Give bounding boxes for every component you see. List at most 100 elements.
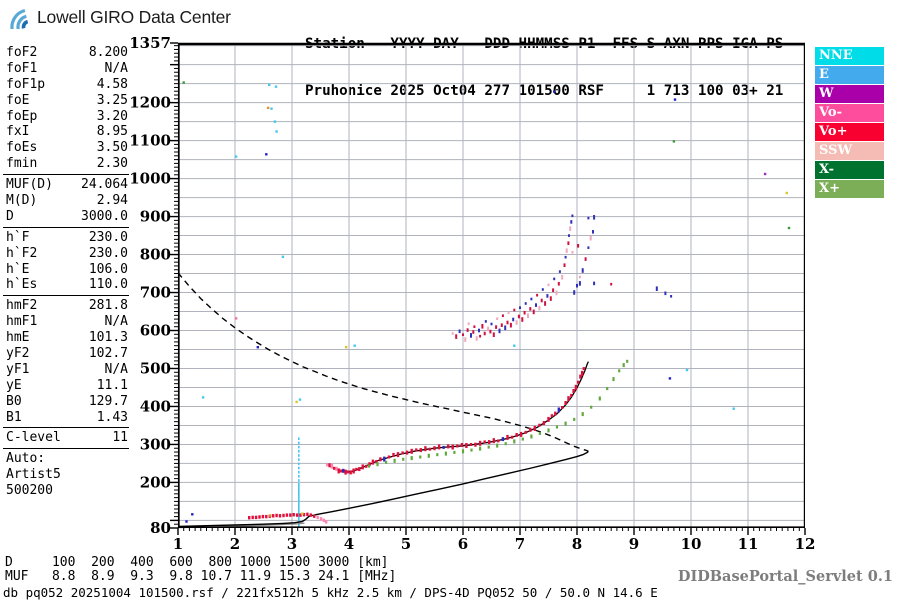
readout-row-b1: B1 1.43 <box>3 410 129 426</box>
svg-text:10: 10 <box>681 535 702 553</box>
readout-row-hf: h`F 230.0 <box>3 230 129 246</box>
separator <box>3 226 129 228</box>
readout-value: 230.0 <box>88 229 128 245</box>
readout-row-clevel: C-level 11 <box>3 430 129 446</box>
second-hop-scatter <box>451 214 673 342</box>
readout-label: M(D) <box>6 193 38 209</box>
svg-text:1357: 1357 <box>129 34 171 52</box>
axis-ticks <box>170 42 806 535</box>
svg-text:1200: 1200 <box>129 94 171 112</box>
muf-dashed-curve <box>177 272 589 453</box>
readout-label: D <box>6 208 14 224</box>
readout-label: hmF1 <box>6 314 38 330</box>
footer-info: db pq052 20251004 101500.rsf / 221fx512h… <box>3 585 658 600</box>
readout-label: foF1 <box>6 60 38 76</box>
readout-row-fof1p: foF1p 4.58 <box>3 77 129 93</box>
readout-label: fxI <box>6 124 30 140</box>
svg-text:7: 7 <box>515 535 525 553</box>
svg-text:4: 4 <box>344 535 354 553</box>
separator <box>3 427 129 429</box>
readout-value: 11 <box>112 430 128 446</box>
readout-label: hmE <box>6 330 30 346</box>
readout-label: MUF(D) <box>6 177 53 193</box>
svg-text:900: 900 <box>140 208 171 226</box>
readout-row-foe: foE 3.25 <box>3 93 129 109</box>
readout-row-fmin: fmin 2.30 <box>3 156 129 172</box>
readout-value: 1.43 <box>96 409 128 425</box>
svg-text:11: 11 <box>738 535 759 553</box>
svg-text:1: 1 <box>173 535 183 553</box>
legend-item-nne: NNE <box>815 47 884 65</box>
logo-text: Lowell GIRO Data Center <box>37 6 231 27</box>
readout-label: foF1p <box>6 76 46 92</box>
readout-label: h`Es <box>6 277 38 293</box>
readout-row-mufd: MUF(D) 24.064 <box>3 177 129 193</box>
x-axis-labels: 1 2 3 4 5 6 7 8 9 10 11 12 <box>173 535 816 553</box>
legend-item-e: E <box>815 66 884 84</box>
readout-row-hme: hmE 101.3 <box>3 330 129 346</box>
readout-row-fxi: fxI 8.95 <box>3 124 129 140</box>
readout-row-hf2: h`F2 230.0 <box>3 246 129 262</box>
readout-label: foEs <box>6 140 38 156</box>
svg-text:600: 600 <box>140 322 171 340</box>
true-height-profile <box>177 450 589 528</box>
readout-value: 8.95 <box>96 124 128 140</box>
es-trace <box>248 512 328 524</box>
svg-text:800: 800 <box>140 246 171 264</box>
parameter-readouts: foF2 8.200 foF1 N/A foF1p 4.58 foE 3.25 foEp 3.20… <box>3 45 129 499</box>
ionogram-plot: 1357120011001000900800700600500400300200… <box>129 34 815 553</box>
grid-lines <box>178 43 805 528</box>
servlet-version: DIDBasePortal_Servlet 0.1 <box>677 568 893 585</box>
readout-value: 102.7 <box>88 346 128 362</box>
readout-row-yf1: yF1 N/A <box>3 362 129 378</box>
readout-value: N/A <box>104 314 128 330</box>
readout-value: 3000.0 <box>81 208 128 224</box>
svg-text:3: 3 <box>287 535 297 553</box>
legend-item-vo: Vo+ <box>815 123 884 141</box>
separator <box>3 448 129 450</box>
readout-value: 24.064 <box>81 177 128 193</box>
svg-text:9: 9 <box>629 535 639 553</box>
readout-row-foep: foEp 3.20 <box>3 109 129 125</box>
readout-label: C-level <box>6 430 61 446</box>
readout-value: 106.0 <box>88 261 128 277</box>
legend-item-w: W <box>815 85 884 103</box>
svg-text:400: 400 <box>140 397 171 415</box>
readout-value: 3.25 <box>96 92 128 108</box>
readout-label: B1 <box>6 409 22 425</box>
svg-text:8: 8 <box>572 535 582 553</box>
svg-text:2: 2 <box>230 535 240 553</box>
readout-label: yE <box>6 377 22 393</box>
o-mode-trace <box>326 367 585 475</box>
echo-legend: NNE E W Vo- Vo+ SSW X- X+ <box>815 47 884 199</box>
readout-row-b0: B0 129.7 <box>3 394 129 410</box>
muf-row: MUF 8.8 8.9 9.3 9.8 10.7 11.9 15.3 24.1 … <box>5 569 397 584</box>
readout-row-he: h`E 106.0 <box>3 262 129 278</box>
readout-label: fmin <box>6 156 38 172</box>
readout-value: 2.30 <box>96 156 128 172</box>
auto-scaler-line: Artist5 <box>6 467 61 483</box>
f-trace-fit-line <box>329 361 589 473</box>
svg-text:5: 5 <box>401 535 411 553</box>
readout-value: 230.0 <box>88 245 128 261</box>
svg-text:700: 700 <box>140 284 171 302</box>
readout-row-fof1: foF1 N/A <box>3 61 129 77</box>
readout-value: 3.50 <box>96 140 128 156</box>
svg-text:1100: 1100 <box>129 132 171 150</box>
readout-row-hmf1: hmF1 N/A <box>3 314 129 330</box>
readout-value: 2.94 <box>96 193 128 209</box>
y-axis-labels: 1357 1200 1100 1000 900 800 700 600 500 400 300 200… <box>129 34 171 537</box>
readout-row-ye: yE 11.1 <box>3 378 129 394</box>
readout-value: N/A <box>104 60 128 76</box>
readout-label: foEp <box>6 108 38 124</box>
svg-text:200: 200 <box>140 473 171 491</box>
readout-label: hmF2 <box>6 298 38 314</box>
readout-label: foF2 <box>6 45 38 60</box>
readout-value: 281.8 <box>88 298 128 314</box>
readout-value: 4.58 <box>96 76 128 92</box>
readout-label: h`F2 <box>6 245 38 261</box>
readout-row-hes: h`Es 110.0 <box>3 277 129 293</box>
readout-label: yF2 <box>6 346 30 362</box>
readout-row-foes: foEs 3.50 <box>3 140 129 156</box>
